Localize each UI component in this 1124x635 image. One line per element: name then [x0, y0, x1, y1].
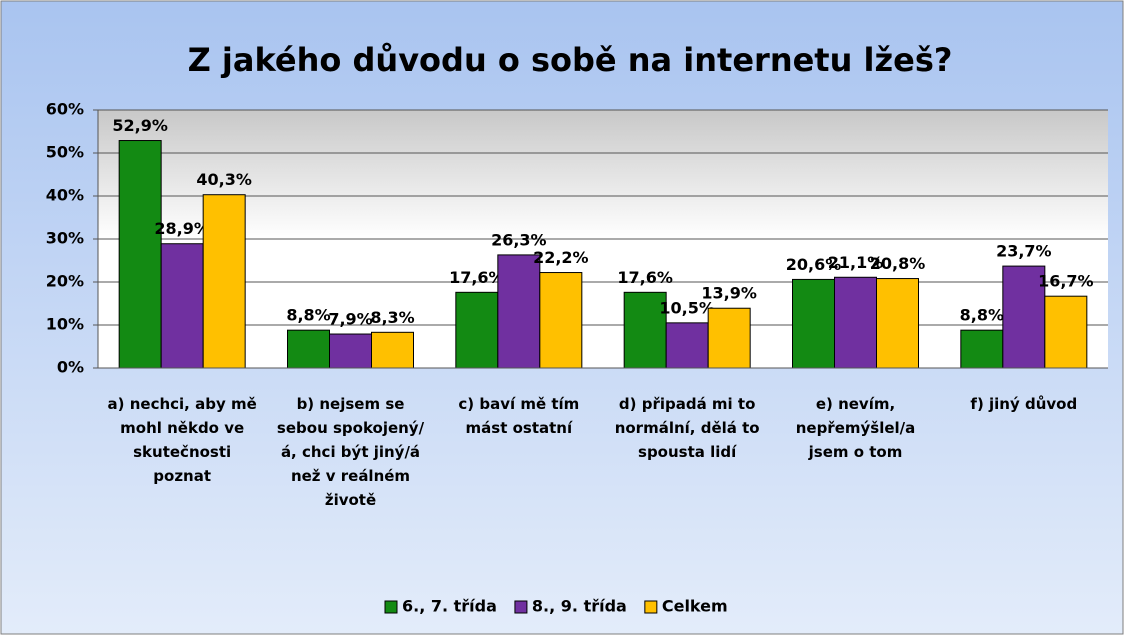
value-label: 10,5% — [659, 298, 715, 317]
bar — [497, 254, 541, 369]
value-label: 20,8% — [870, 254, 926, 273]
y-tick-label: 10% — [46, 315, 84, 334]
value-label: 7,9% — [328, 310, 372, 329]
value-label: 17,6% — [617, 268, 673, 287]
value-label: 21,1% — [828, 253, 884, 272]
bar — [960, 329, 1004, 369]
legend-swatch — [644, 600, 658, 614]
bar — [707, 307, 751, 369]
bar — [876, 278, 919, 369]
bar — [1044, 295, 1088, 369]
y-tick-label: 0% — [57, 358, 84, 377]
value-label: 13,9% — [701, 284, 757, 303]
x-tick-label: e) nevím, nepřemýšlel/a jsem o tom — [795, 395, 916, 461]
bar — [623, 291, 667, 369]
value-label: 40,3% — [196, 170, 252, 189]
legend-label: 6., 7. třída — [402, 597, 497, 616]
x-tick-label: b) nejsem se sebou spokojený/á, chci být… — [276, 395, 425, 509]
value-label: 8,8% — [960, 306, 1004, 325]
value-label: 20,6% — [786, 255, 842, 274]
chart-title: Z jakého důvodu o sobě na internetu lžeš… — [188, 41, 953, 79]
bar — [160, 243, 204, 369]
bar — [539, 272, 583, 369]
x-tick-label: d) připadá mi to normální, dělá to spous… — [614, 395, 760, 461]
bar — [1002, 265, 1046, 369]
legend-swatch — [384, 600, 398, 614]
x-tick-label: a) nechci, aby mě mohl někdo ve skutečno… — [107, 395, 257, 485]
bar — [329, 333, 372, 369]
y-tick-label: 60% — [46, 100, 84, 119]
value-label: 17,6% — [449, 268, 505, 287]
legend-label: Celkem — [662, 597, 728, 616]
value-label: 28,9% — [154, 219, 210, 238]
bar — [834, 276, 877, 369]
y-tick-label: 30% — [46, 229, 84, 248]
y-tick-label: 50% — [46, 143, 84, 162]
y-tick-label: 40% — [46, 186, 84, 205]
y-tick-label: 20% — [46, 272, 84, 291]
value-label: 8,8% — [286, 306, 330, 325]
value-label: 52,9% — [112, 116, 168, 135]
value-label: 8,3% — [370, 308, 414, 327]
value-label: 26,3% — [491, 230, 547, 249]
bar — [118, 140, 162, 369]
bar — [371, 331, 414, 369]
value-label: 23,7% — [996, 242, 1052, 261]
value-label: 16,7% — [1038, 272, 1094, 291]
bar — [202, 194, 246, 369]
x-tick-label: c) baví mě tím mást ostatní — [458, 395, 580, 437]
bar — [665, 322, 709, 369]
bar — [455, 291, 499, 369]
bar — [792, 278, 835, 369]
x-tick-label: f) jiný důvod — [970, 395, 1078, 413]
value-label: 22,2% — [533, 248, 589, 267]
legend-label: 8., 9. třída — [532, 597, 627, 616]
legend-swatch — [514, 600, 528, 614]
bar — [287, 329, 330, 369]
